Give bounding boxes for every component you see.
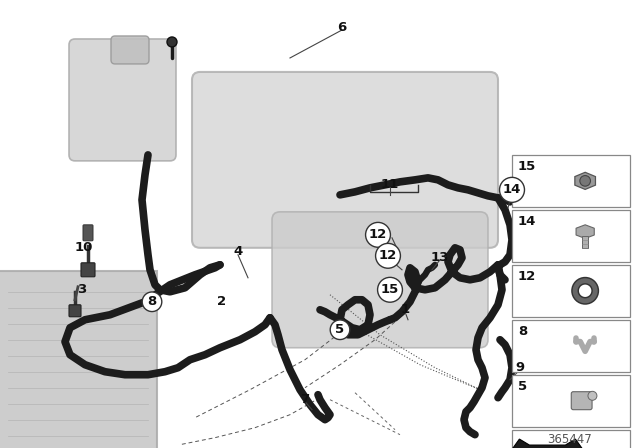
Text: 15: 15: [381, 283, 399, 296]
Text: 9: 9: [515, 361, 525, 374]
FancyBboxPatch shape: [192, 72, 498, 248]
Text: 7: 7: [300, 393, 310, 406]
FancyBboxPatch shape: [0, 271, 157, 448]
Text: 12: 12: [518, 270, 536, 283]
Bar: [512, 375, 630, 426]
Bar: [582, 236, 588, 248]
Text: 365447: 365447: [548, 433, 593, 446]
Circle shape: [580, 176, 591, 186]
FancyBboxPatch shape: [111, 36, 149, 64]
Text: 11: 11: [381, 178, 399, 191]
Polygon shape: [575, 172, 595, 190]
Bar: [512, 320, 630, 372]
Bar: [512, 265, 630, 317]
Text: 12: 12: [369, 228, 387, 241]
Text: 12: 12: [379, 249, 397, 263]
Circle shape: [167, 37, 177, 47]
Text: 4: 4: [234, 246, 243, 258]
Circle shape: [588, 391, 597, 400]
Text: 2: 2: [218, 295, 227, 308]
Text: 6: 6: [337, 22, 347, 34]
Text: 10: 10: [75, 241, 93, 254]
Text: 1: 1: [401, 303, 410, 316]
Polygon shape: [576, 225, 595, 238]
Bar: [512, 430, 630, 448]
Bar: [512, 210, 630, 262]
Text: 3: 3: [77, 283, 86, 296]
Text: 15: 15: [518, 160, 536, 173]
Text: 5: 5: [518, 380, 527, 393]
Polygon shape: [509, 439, 586, 448]
Text: 8: 8: [518, 325, 527, 338]
Text: 5: 5: [335, 323, 344, 336]
FancyBboxPatch shape: [83, 225, 93, 241]
FancyBboxPatch shape: [572, 392, 592, 409]
Text: 13: 13: [431, 251, 449, 264]
Text: 8: 8: [147, 295, 157, 308]
FancyBboxPatch shape: [81, 263, 95, 277]
Bar: [512, 155, 630, 207]
Text: 14: 14: [518, 215, 536, 228]
Text: 14: 14: [503, 183, 521, 196]
FancyBboxPatch shape: [69, 305, 81, 317]
FancyBboxPatch shape: [69, 39, 176, 161]
FancyBboxPatch shape: [272, 212, 488, 348]
